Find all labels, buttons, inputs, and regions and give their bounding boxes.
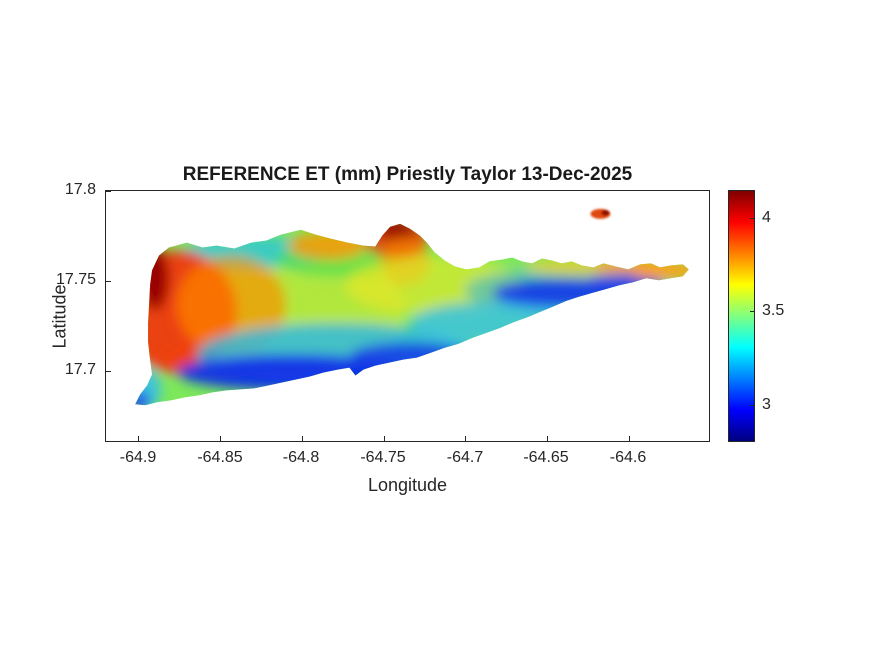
et-blob (350, 342, 470, 369)
y-tick-mark (106, 281, 111, 282)
colorbar-tick-label: 4 (762, 209, 771, 226)
colorbar-tick-label: 3.5 (762, 302, 785, 319)
heatmap-canvas (135, 208, 689, 406)
x-tick-label: -64.7 (446, 449, 484, 466)
x-tick-label: -64.65 (523, 449, 569, 466)
x-tick-label: -64.9 (119, 449, 157, 466)
x-tick-mark (629, 436, 630, 441)
offshore-patch (590, 208, 611, 219)
x-tick-label: -64.6 (609, 449, 647, 466)
colorbar-tick-label: 3 (762, 396, 771, 413)
et-blob (628, 260, 689, 281)
et-blob (287, 231, 368, 260)
y-tick-mark (106, 191, 111, 192)
island-region (135, 223, 689, 406)
chart-title: REFERENCE ET (mm) Priestly Taylor 13-Dec… (182, 164, 633, 185)
y-tick-mark (106, 371, 111, 372)
et-blob (409, 301, 579, 345)
y-axis-label-text: Latitude (49, 283, 70, 349)
x-tick-mark (465, 436, 466, 441)
colorbar-tick-mark (750, 218, 754, 219)
x-tick-mark (302, 436, 303, 441)
y-tick-label: 17.7 (64, 361, 96, 378)
x-tick-mark (547, 436, 548, 441)
x-tick-mark (220, 436, 221, 441)
x-tick-label: -64.85 (197, 449, 243, 466)
plot-area (105, 190, 710, 442)
colorbar-tick-mark (750, 405, 754, 406)
x-axis-label: Longitude (367, 475, 448, 495)
offshore-patch-core (601, 209, 610, 216)
x-tick-mark (384, 436, 385, 441)
y-axis-label: Latitude (48, 190, 72, 442)
x-tick-label: -64.75 (360, 449, 406, 466)
y-tick-label: 17.8 (64, 181, 96, 198)
et-blob (141, 246, 169, 311)
colorbar (728, 190, 755, 442)
x-tick-label: -64.8 (282, 449, 320, 466)
x-tick-mark (138, 436, 139, 441)
et-blob (135, 391, 150, 406)
colorbar-tick-mark (750, 311, 754, 312)
y-tick-label: 17.75 (55, 271, 96, 288)
